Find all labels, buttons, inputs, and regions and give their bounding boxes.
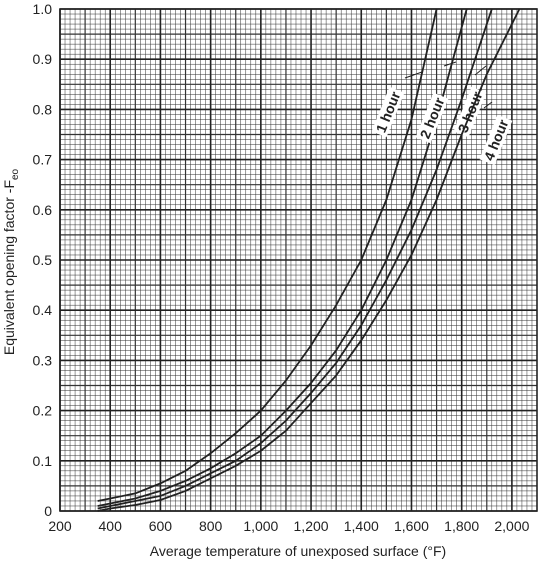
y-tick-label: 0.9 (33, 51, 53, 67)
y-tick-label: 0.5 (33, 252, 53, 268)
y-tick-label: 0.3 (33, 352, 53, 368)
x-tick-label: 400 (99, 518, 123, 534)
x-tick-label: 800 (199, 518, 223, 534)
y-tick-label: 0.7 (33, 152, 53, 168)
y-tick-label: 0.4 (33, 302, 53, 318)
y-tick-label: 0.1 (33, 453, 53, 469)
y-tick-label: 0.2 (33, 403, 53, 419)
x-tick-label: 1,600 (394, 518, 429, 534)
label-bg (453, 86, 487, 138)
curve (97, 8, 468, 507)
y-tick-label: 0 (44, 503, 52, 519)
label-bg (479, 114, 513, 166)
x-tick-label: 1,800 (444, 518, 479, 534)
y-axis-label-main: Equivalent opening factor -F (1, 180, 17, 355)
leader (474, 65, 487, 76)
leader (443, 61, 457, 67)
y-tick-label: 1.0 (33, 1, 53, 17)
curve (97, 8, 438, 502)
y-tick-label: 0.6 (33, 202, 53, 218)
x-tick-label: 200 (48, 518, 72, 534)
x-tick-label: 1,000 (243, 518, 278, 534)
x-axis-label: Average temperature of unexposed surface… (150, 543, 446, 559)
plot-frame (59, 8, 538, 512)
curve (97, 8, 493, 510)
series-label: 1 hour (373, 89, 404, 135)
curve (97, 8, 521, 512)
label-bg (371, 86, 405, 138)
y-tick-label: 0.8 (33, 101, 53, 117)
leader (483, 101, 493, 109)
x-tick-label: 1,200 (294, 518, 329, 534)
x-tick-label: 600 (149, 518, 173, 534)
y-axis-label: Equivalent opening factor -Feo (1, 168, 21, 355)
x-tick-label: 1,400 (344, 518, 379, 534)
y-axis-label-subscript: eo (10, 168, 21, 180)
leader (404, 71, 423, 79)
label-bg (415, 92, 449, 144)
series-label: 3 hour (455, 89, 486, 135)
x-tick-label: 2,000 (494, 518, 529, 534)
